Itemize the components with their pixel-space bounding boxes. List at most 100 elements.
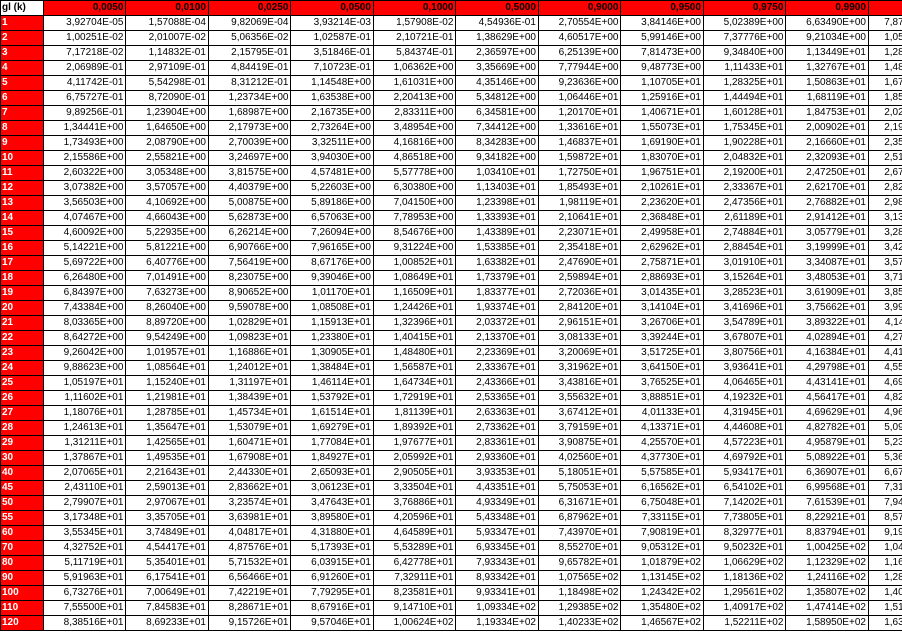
- value-cell[interactable]: 3,26706E+01: [620, 315, 704, 331]
- value-cell[interactable]: 2,23620E+01: [620, 195, 704, 211]
- value-cell[interactable]: 9,89256E-01: [42, 105, 127, 121]
- value-cell[interactable]: 1,52211E+02: [702, 615, 787, 631]
- value-cell[interactable]: 5,00875E+00: [207, 195, 292, 211]
- value-cell[interactable]: 4,29798E+01: [785, 360, 869, 376]
- value-cell[interactable]: 2,88454E+01: [702, 240, 787, 256]
- row-label-cell[interactable]: 20: [0, 300, 44, 316]
- value-cell[interactable]: 2,73264E+00: [290, 120, 374, 136]
- value-cell[interactable]: 3,01435E+01: [620, 285, 704, 301]
- value-cell[interactable]: 5,23356E+01: [867, 435, 902, 451]
- value-cell[interactable]: 8,55270E+01: [537, 540, 622, 556]
- value-cell[interactable]: 1,01170E+01: [290, 285, 374, 301]
- value-cell[interactable]: 2,33367E+01: [455, 360, 539, 376]
- value-cell[interactable]: 1,31197E+01: [207, 375, 292, 391]
- value-cell[interactable]: 3,93214E-03: [290, 15, 374, 31]
- value-cell[interactable]: 3,35669E+00: [455, 60, 539, 76]
- value-cell[interactable]: 4,11742E-01: [42, 75, 127, 91]
- value-cell[interactable]: 1,64734E+01: [372, 375, 457, 391]
- row-label-cell[interactable]: 25: [0, 375, 44, 391]
- value-cell[interactable]: 1,75345E+01: [702, 120, 787, 136]
- value-cell[interactable]: 2,23071E+01: [537, 225, 622, 241]
- value-cell[interactable]: 3,74849E+01: [125, 525, 209, 541]
- value-cell[interactable]: 8,32977E+01: [702, 525, 787, 541]
- value-cell[interactable]: 1,68987E+00: [207, 105, 292, 121]
- value-cell[interactable]: 9,05312E+01: [620, 540, 704, 556]
- value-cell[interactable]: 4,96449E+01: [867, 405, 902, 421]
- row-label-cell[interactable]: 90: [0, 570, 44, 586]
- value-cell[interactable]: 6,26480E+00: [42, 270, 127, 286]
- value-cell[interactable]: 1,13145E+02: [620, 570, 704, 586]
- value-cell[interactable]: 4,16384E+01: [785, 345, 869, 361]
- value-cell[interactable]: 1,16509E+01: [372, 285, 457, 301]
- value-cell[interactable]: 1,31211E+01: [42, 435, 127, 451]
- value-cell[interactable]: 2,59894E+01: [537, 270, 622, 286]
- value-cell[interactable]: 1,38439E+01: [207, 390, 292, 406]
- value-cell[interactable]: 4,06465E+01: [702, 375, 787, 391]
- value-cell[interactable]: 7,43970E+01: [537, 525, 622, 541]
- value-cell[interactable]: 5,34812E+00: [455, 90, 539, 106]
- value-cell[interactable]: 1,09823E+01: [207, 330, 292, 346]
- value-cell[interactable]: 5,09934E+01: [867, 420, 902, 436]
- value-cell[interactable]: 1,63382E+01: [455, 255, 539, 271]
- value-cell[interactable]: 1,48603E+01: [867, 60, 902, 76]
- value-cell[interactable]: 3,08133E+01: [537, 330, 622, 346]
- value-cell[interactable]: 1,23734E+00: [207, 90, 292, 106]
- value-cell[interactable]: 6,25139E+00: [537, 45, 622, 61]
- value-cell[interactable]: 3,17348E+01: [42, 510, 127, 526]
- value-cell[interactable]: 4,14011E+01: [867, 315, 902, 331]
- value-cell[interactable]: 1,00251E-02: [42, 30, 127, 46]
- value-cell[interactable]: 3,67807E+01: [702, 330, 787, 346]
- value-cell[interactable]: 2,61189E+01: [702, 210, 787, 226]
- value-cell[interactable]: 6,54102E+01: [702, 480, 787, 496]
- value-cell[interactable]: 6,91260E+01: [290, 570, 374, 586]
- value-cell[interactable]: 2,16660E+01: [785, 135, 869, 151]
- row-label-cell[interactable]: 55: [0, 510, 44, 526]
- value-cell[interactable]: 1,03410E+01: [455, 165, 539, 181]
- value-cell[interactable]: 1,20170E+01: [537, 105, 622, 121]
- value-cell[interactable]: 3,20069E+01: [537, 345, 622, 361]
- value-cell[interactable]: 2,19550E+01: [867, 120, 902, 136]
- value-cell[interactable]: 9,48773E+00: [620, 60, 704, 76]
- value-cell[interactable]: 2,47690E+01: [537, 255, 622, 271]
- value-cell[interactable]: 4,66043E+00: [125, 210, 209, 226]
- row-label-cell[interactable]: 11: [0, 165, 44, 181]
- value-cell[interactable]: 2,13370E+01: [455, 330, 539, 346]
- value-cell[interactable]: 1,73493E+00: [42, 135, 127, 151]
- value-cell[interactable]: 1,51948E+02: [867, 600, 902, 616]
- value-cell[interactable]: 4,56417E+01: [785, 390, 869, 406]
- row-label-cell[interactable]: 8: [0, 120, 44, 136]
- row-label-cell[interactable]: 19: [0, 285, 44, 301]
- value-cell[interactable]: 7,14202E+01: [702, 495, 787, 511]
- value-cell[interactable]: 1,50863E+01: [785, 75, 869, 91]
- value-cell[interactable]: 4,82782E+01: [785, 420, 869, 436]
- value-cell[interactable]: 7,84583E+01: [125, 600, 209, 616]
- value-cell[interactable]: 9,50232E+01: [702, 540, 787, 556]
- value-cell[interactable]: 2,73362E+01: [455, 420, 539, 436]
- value-cell[interactable]: 7,04150E+00: [372, 195, 457, 211]
- value-cell[interactable]: 3,47643E+01: [290, 495, 374, 511]
- value-cell[interactable]: 5,89186E+00: [290, 195, 374, 211]
- value-cell[interactable]: 3,92704E-05: [42, 15, 127, 31]
- row-label-cell[interactable]: 10: [0, 150, 44, 166]
- value-cell[interactable]: 4,31945E+01: [702, 405, 787, 421]
- value-cell[interactable]: 4,44608E+01: [702, 420, 787, 436]
- value-cell[interactable]: 1,53079E+01: [207, 420, 292, 436]
- value-cell[interactable]: 3,05348E+00: [125, 165, 209, 181]
- value-cell[interactable]: 6,63490E+00: [785, 15, 869, 31]
- value-cell[interactable]: 5,93347E+01: [455, 525, 539, 541]
- value-cell[interactable]: 7,77944E+00: [537, 60, 622, 76]
- value-cell[interactable]: 4,01133E+01: [620, 405, 704, 421]
- value-cell[interactable]: 4,40379E+00: [207, 180, 292, 196]
- value-cell[interactable]: 2,23369E+01: [455, 345, 539, 361]
- value-cell[interactable]: 3,51846E-01: [290, 45, 374, 61]
- value-cell[interactable]: 5,81221E+00: [125, 240, 209, 256]
- value-cell[interactable]: 1,11602E+01: [42, 390, 127, 406]
- value-cell[interactable]: 4,13371E+01: [620, 420, 704, 436]
- value-cell[interactable]: 3,24697E+00: [207, 150, 292, 166]
- value-cell[interactable]: 2,79907E+01: [42, 495, 127, 511]
- value-cell[interactable]: 6,16562E+01: [620, 480, 704, 496]
- value-cell[interactable]: 6,17541E+01: [125, 570, 209, 586]
- value-cell[interactable]: 6,31671E+01: [537, 495, 622, 511]
- value-cell[interactable]: 1,60128E+01: [702, 105, 787, 121]
- column-header[interactable]: 0,0250: [207, 0, 292, 16]
